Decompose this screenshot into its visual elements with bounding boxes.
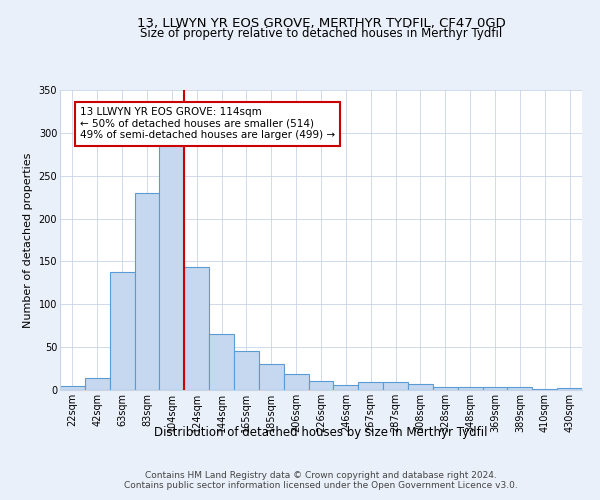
Bar [482,386,508,390]
Text: 13 LLWYN YR EOS GROVE: 114sqm
← 50% of detached houses are smaller (514)
49% of : 13 LLWYN YR EOS GROVE: 114sqm ← 50% of d… [80,107,335,140]
Bar [383,382,408,390]
Text: 13, LLWYN YR EOS GROVE, MERTHYR TYDFIL, CF47 0GD: 13, LLWYN YR EOS GROVE, MERTHYR TYDFIL, … [137,18,505,30]
Bar [85,378,110,390]
Bar [259,364,284,390]
Bar [234,350,259,390]
Bar [184,268,209,390]
Bar [358,382,383,390]
Text: Distribution of detached houses by size in Merthyr Tydfil: Distribution of detached houses by size … [154,426,488,439]
Bar [433,388,458,390]
Bar [134,193,160,390]
Bar [334,385,358,390]
Text: Contains HM Land Registry data © Crown copyright and database right 2024.
Contai: Contains HM Land Registry data © Crown c… [124,470,518,490]
Bar [284,374,308,390]
Bar [209,334,234,390]
Bar [458,386,482,390]
Text: Size of property relative to detached houses in Merthyr Tydfil: Size of property relative to detached ho… [140,28,502,40]
Bar [532,389,557,390]
Bar [557,388,582,390]
Bar [160,145,184,390]
Bar [408,384,433,390]
Bar [60,386,85,390]
Bar [110,272,134,390]
Bar [508,388,532,390]
Y-axis label: Number of detached properties: Number of detached properties [23,152,33,328]
Bar [308,380,334,390]
